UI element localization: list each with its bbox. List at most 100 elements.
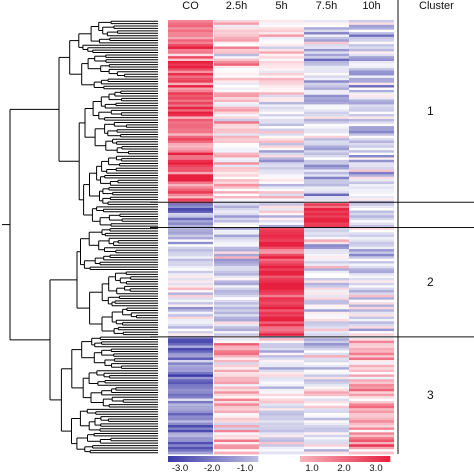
heatmap-cell bbox=[168, 347, 213, 351]
heatmap-cell bbox=[304, 415, 349, 419]
heatmap-cell bbox=[168, 417, 213, 421]
heatmap-cell bbox=[214, 210, 259, 214]
heatmap-cell bbox=[259, 241, 304, 245]
heatmap-cell bbox=[214, 111, 259, 115]
heatmap-cell bbox=[349, 292, 394, 296]
heatmap-cell bbox=[168, 198, 213, 202]
heatmap-cell bbox=[304, 217, 349, 221]
heatmap-cell bbox=[259, 58, 304, 62]
legend-tick-label: -2.0 bbox=[203, 463, 221, 474]
heatmap-cell bbox=[304, 340, 349, 344]
heatmap-cell bbox=[304, 212, 349, 216]
heatmap-cell bbox=[214, 121, 259, 125]
heatmap-cell bbox=[168, 314, 213, 317]
heatmap-cell bbox=[168, 68, 213, 72]
heatmap-cell bbox=[304, 94, 349, 98]
heatmap-cell bbox=[168, 32, 213, 35]
heatmap-cell bbox=[214, 188, 259, 192]
heatmap-cell bbox=[304, 104, 349, 108]
heatmap-cell bbox=[349, 152, 394, 156]
heatmap-cell bbox=[168, 94, 213, 98]
heatmap-cell bbox=[168, 323, 213, 327]
heatmap-cell bbox=[259, 162, 304, 166]
heatmap-cell bbox=[214, 174, 259, 178]
heatmap-cell bbox=[349, 217, 394, 221]
color-legend bbox=[168, 456, 391, 462]
heatmap-cell bbox=[259, 220, 304, 223]
heatmap-cell bbox=[349, 326, 394, 330]
heatmap-cell bbox=[349, 287, 394, 291]
heatmap-cell bbox=[304, 400, 349, 404]
heatmap-cell bbox=[168, 41, 213, 45]
heatmap-cell bbox=[349, 46, 394, 50]
heatmap-cell bbox=[259, 432, 304, 436]
legend-swatch bbox=[336, 456, 339, 462]
heatmap-cell bbox=[259, 318, 304, 322]
heatmap-cell bbox=[349, 437, 394, 440]
heatmap-cell bbox=[349, 227, 394, 231]
heatmap-cell bbox=[349, 299, 394, 303]
heatmap-cell bbox=[168, 176, 213, 180]
heatmap-cell bbox=[349, 275, 394, 279]
heatmap-cell bbox=[349, 420, 394, 424]
heatmap-cell bbox=[168, 48, 213, 52]
heatmap-cell bbox=[349, 29, 394, 33]
heatmap-cell bbox=[349, 444, 394, 448]
legend-swatch bbox=[329, 456, 332, 462]
heatmap-cell bbox=[214, 449, 259, 452]
heatmap-cell bbox=[304, 133, 349, 137]
heatmap-cell bbox=[214, 39, 259, 43]
heatmap-cell bbox=[259, 386, 304, 390]
legend-swatch bbox=[347, 456, 350, 462]
heatmap-cell bbox=[349, 379, 394, 383]
heatmap-cell bbox=[304, 451, 349, 455]
heatmap-cell bbox=[214, 215, 259, 219]
heatmap-cell bbox=[259, 420, 304, 424]
heatmap-cell bbox=[259, 429, 304, 433]
heatmap-cell bbox=[259, 118, 304, 122]
heatmap-cell bbox=[349, 439, 394, 443]
heatmap-cell bbox=[168, 169, 213, 173]
heatmap-cell bbox=[259, 261, 304, 264]
heatmap-cell bbox=[214, 333, 259, 337]
heatmap-cell bbox=[214, 384, 259, 387]
heatmap-cell bbox=[259, 171, 304, 175]
heatmap-cell bbox=[214, 446, 259, 450]
cluster-column-title: Cluster bbox=[419, 0, 454, 12]
heatmap-cell bbox=[259, 347, 304, 351]
heatmap-cell bbox=[349, 114, 394, 117]
legend-swatch bbox=[349, 456, 353, 462]
heatmap-cell bbox=[349, 150, 394, 154]
heatmap-cell bbox=[214, 261, 259, 264]
heatmap-cell bbox=[168, 133, 213, 137]
heatmap-cell bbox=[304, 391, 349, 395]
heatmap-cell bbox=[304, 306, 349, 310]
heatmap-cell bbox=[349, 386, 394, 390]
heatmap-cell bbox=[304, 32, 349, 35]
legend-swatch bbox=[174, 456, 178, 462]
heatmap-cell bbox=[168, 444, 213, 448]
legend-swatch bbox=[302, 456, 305, 462]
heatmap-cell bbox=[349, 179, 394, 182]
heatmap-cell bbox=[349, 357, 394, 361]
heatmap-cell bbox=[214, 60, 259, 64]
heatmap-cell bbox=[259, 268, 304, 272]
heatmap-cell bbox=[214, 241, 259, 245]
heatmap-cell bbox=[168, 237, 213, 240]
heatmap-cell bbox=[304, 446, 349, 450]
heatmap-cell bbox=[214, 309, 259, 313]
heatmap-cell bbox=[214, 253, 259, 257]
column-label: 2.5h bbox=[225, 0, 248, 12]
heatmap-cell bbox=[214, 181, 259, 185]
heatmap-cell bbox=[214, 176, 259, 180]
heatmap-cell bbox=[259, 425, 304, 428]
heatmap-cell bbox=[168, 82, 213, 86]
heatmap-cell bbox=[214, 106, 259, 110]
heatmap-cell bbox=[259, 287, 304, 291]
heatmap-cell bbox=[214, 393, 259, 397]
heatmap-cell bbox=[214, 270, 259, 274]
heatmap-cell bbox=[214, 159, 259, 163]
heatmap-cell bbox=[349, 183, 394, 187]
heatmap-cell bbox=[214, 198, 259, 202]
